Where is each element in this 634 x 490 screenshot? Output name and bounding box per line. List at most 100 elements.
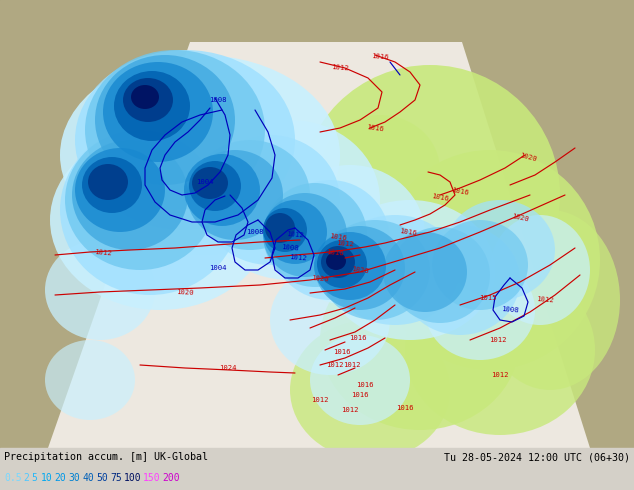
Ellipse shape bbox=[326, 252, 346, 270]
Ellipse shape bbox=[321, 246, 355, 278]
Text: 1020: 1020 bbox=[519, 152, 537, 162]
Ellipse shape bbox=[184, 154, 260, 226]
Text: 0.5: 0.5 bbox=[4, 473, 22, 483]
Text: 150: 150 bbox=[143, 473, 160, 483]
Ellipse shape bbox=[75, 50, 295, 230]
Text: 1012: 1012 bbox=[94, 249, 112, 257]
Ellipse shape bbox=[270, 265, 390, 375]
Text: 1016: 1016 bbox=[399, 228, 417, 236]
Ellipse shape bbox=[263, 208, 307, 252]
Text: 1020: 1020 bbox=[351, 266, 369, 274]
Ellipse shape bbox=[72, 140, 188, 250]
Ellipse shape bbox=[189, 161, 241, 211]
Text: 1016: 1016 bbox=[366, 124, 384, 132]
Ellipse shape bbox=[325, 200, 495, 340]
Text: Precipitation accum. [m] UK-Global: Precipitation accum. [m] UK-Global bbox=[4, 452, 208, 462]
Ellipse shape bbox=[310, 335, 410, 425]
Text: 20: 20 bbox=[55, 473, 66, 483]
Ellipse shape bbox=[315, 226, 405, 310]
Ellipse shape bbox=[263, 200, 327, 264]
Ellipse shape bbox=[270, 180, 390, 300]
Text: Tu 28-05-2024 12:00 UTC (06+30): Tu 28-05-2024 12:00 UTC (06+30) bbox=[444, 452, 630, 462]
Ellipse shape bbox=[380, 150, 600, 370]
Ellipse shape bbox=[314, 232, 386, 300]
Ellipse shape bbox=[445, 200, 555, 300]
Polygon shape bbox=[48, 42, 590, 448]
Ellipse shape bbox=[50, 130, 270, 310]
Text: 1016: 1016 bbox=[396, 405, 414, 411]
Ellipse shape bbox=[320, 250, 520, 430]
Text: 1024: 1024 bbox=[219, 365, 236, 371]
Ellipse shape bbox=[425, 260, 535, 360]
Ellipse shape bbox=[263, 193, 347, 277]
Ellipse shape bbox=[480, 210, 620, 390]
Text: 50: 50 bbox=[96, 473, 108, 483]
Text: 1016: 1016 bbox=[351, 392, 369, 398]
Ellipse shape bbox=[131, 85, 159, 109]
Text: 1012: 1012 bbox=[311, 397, 329, 403]
Ellipse shape bbox=[263, 183, 367, 287]
Bar bbox=[0, 448, 634, 490]
Text: 100: 100 bbox=[124, 473, 141, 483]
Ellipse shape bbox=[187, 150, 283, 240]
Text: 1008: 1008 bbox=[281, 244, 299, 252]
Text: 1016: 1016 bbox=[451, 188, 469, 196]
Ellipse shape bbox=[190, 140, 310, 250]
Ellipse shape bbox=[75, 148, 165, 232]
Ellipse shape bbox=[65, 130, 215, 270]
Ellipse shape bbox=[432, 220, 528, 310]
Text: 5: 5 bbox=[32, 473, 37, 483]
Ellipse shape bbox=[200, 135, 340, 265]
Text: 1016: 1016 bbox=[431, 194, 449, 202]
Text: 1020: 1020 bbox=[176, 289, 194, 295]
Text: 1008: 1008 bbox=[501, 306, 519, 314]
Text: 1020: 1020 bbox=[511, 213, 529, 223]
Text: 40: 40 bbox=[82, 473, 94, 483]
Ellipse shape bbox=[400, 225, 520, 335]
Text: 1016: 1016 bbox=[326, 249, 344, 257]
Text: 1004: 1004 bbox=[197, 179, 214, 185]
Text: 1012: 1012 bbox=[286, 231, 304, 239]
Text: 1012: 1012 bbox=[336, 240, 354, 248]
Ellipse shape bbox=[490, 215, 590, 325]
Ellipse shape bbox=[95, 55, 235, 185]
Text: 1004: 1004 bbox=[209, 265, 227, 271]
Text: 1016: 1016 bbox=[371, 53, 389, 61]
Ellipse shape bbox=[192, 167, 228, 199]
Ellipse shape bbox=[123, 78, 173, 122]
Text: 10: 10 bbox=[41, 473, 52, 483]
Ellipse shape bbox=[103, 62, 213, 162]
Ellipse shape bbox=[383, 232, 467, 312]
Ellipse shape bbox=[45, 240, 155, 340]
Ellipse shape bbox=[405, 265, 595, 435]
Ellipse shape bbox=[275, 165, 425, 305]
Text: 1012: 1012 bbox=[341, 407, 359, 413]
Text: 1016: 1016 bbox=[349, 335, 366, 341]
Text: 1020: 1020 bbox=[311, 275, 329, 283]
Text: 2: 2 bbox=[23, 473, 29, 483]
Ellipse shape bbox=[114, 71, 190, 141]
Text: 1016: 1016 bbox=[333, 349, 351, 355]
Ellipse shape bbox=[60, 125, 240, 295]
Ellipse shape bbox=[320, 220, 430, 320]
Text: 1012: 1012 bbox=[491, 372, 508, 378]
Ellipse shape bbox=[320, 115, 440, 225]
Text: 1012: 1012 bbox=[327, 362, 344, 368]
Text: 200: 200 bbox=[162, 473, 179, 483]
Text: 1012: 1012 bbox=[289, 254, 307, 262]
Ellipse shape bbox=[265, 213, 295, 243]
Text: 1012: 1012 bbox=[489, 337, 507, 343]
Ellipse shape bbox=[317, 240, 367, 288]
Ellipse shape bbox=[60, 55, 340, 255]
Ellipse shape bbox=[290, 320, 450, 460]
Text: 1008: 1008 bbox=[246, 229, 264, 235]
Text: 1016: 1016 bbox=[356, 382, 374, 388]
Text: 30: 30 bbox=[68, 473, 80, 483]
Text: 1015: 1015 bbox=[479, 295, 497, 301]
Ellipse shape bbox=[45, 340, 135, 420]
Ellipse shape bbox=[85, 50, 265, 210]
Text: 1012: 1012 bbox=[343, 362, 361, 368]
Ellipse shape bbox=[88, 164, 128, 200]
Text: 1012: 1012 bbox=[331, 64, 349, 72]
Text: 1012: 1012 bbox=[536, 296, 554, 304]
